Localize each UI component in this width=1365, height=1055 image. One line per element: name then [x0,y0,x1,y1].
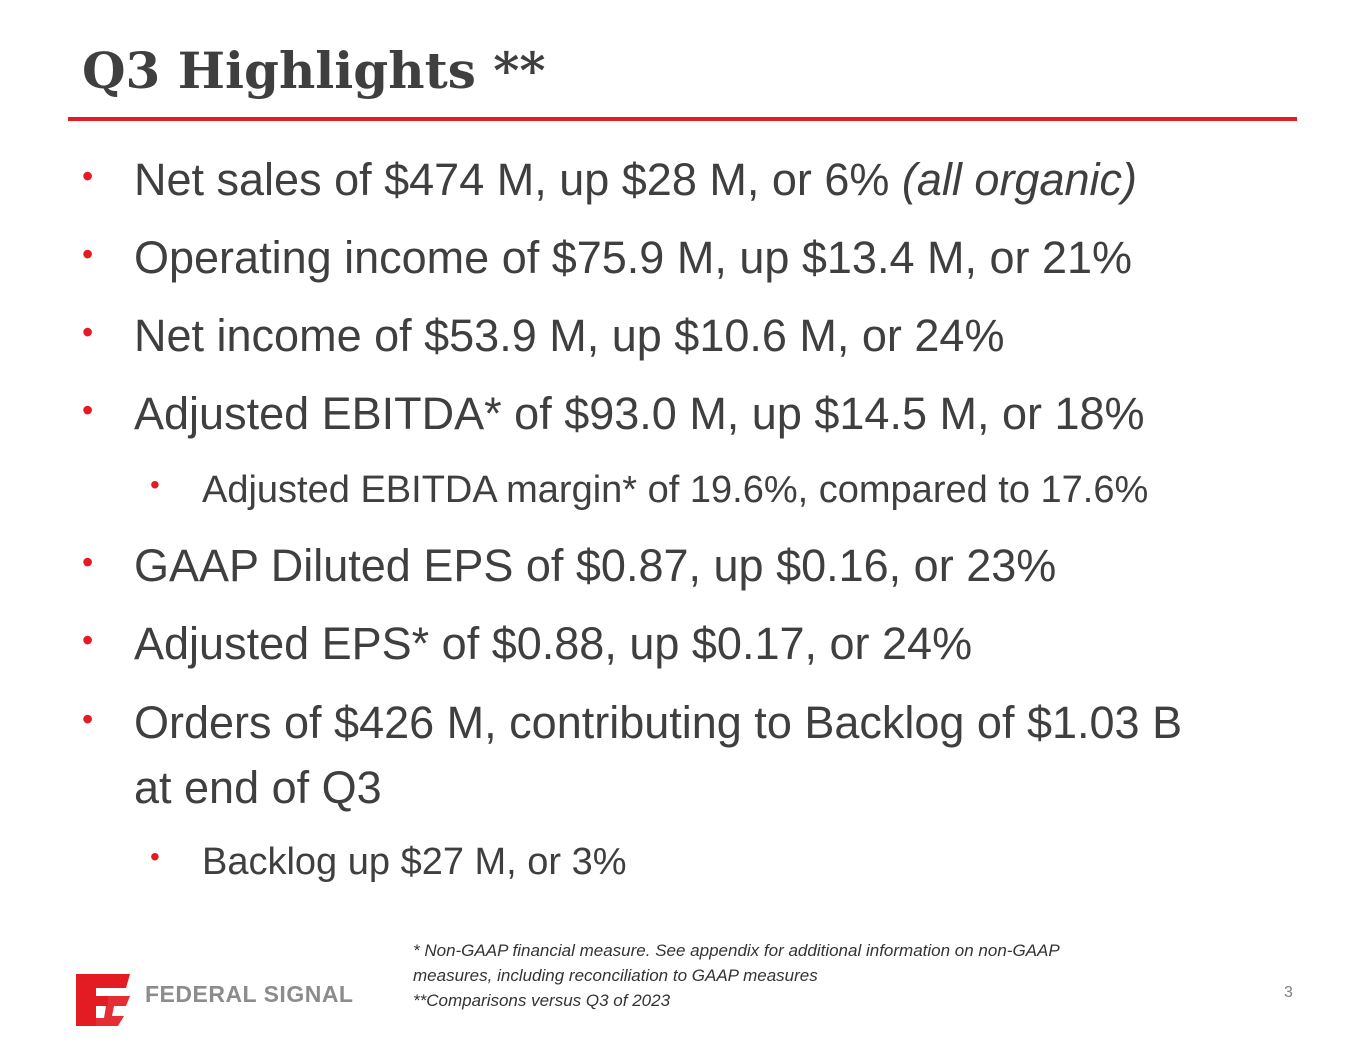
bullet-net-income: Net income of $53.9 M, up $10.6 M, or 24… [134,310,1005,361]
federal-signal-logo [68,972,358,1028]
title-underline [68,117,1297,121]
bullet-orders-line1: Orders of $426 M, contributing to Backlo… [134,697,1183,748]
page-number: 3 [1284,984,1293,1001]
bullet-marker: • [82,158,94,194]
page-title: Q3 Highlights ** [82,41,546,100]
bullet-orders-line2: at end of Q3 [134,762,382,813]
bullet-marker: • [82,622,94,658]
bullet-marker: • [82,236,94,272]
bullet-italic-note: (all organic) [901,154,1137,205]
bullet-adjusted-ebitda: Adjusted EBITDA* of $93.0 M, up $14.5 M,… [134,388,1145,439]
footnote-line: measures, including reconciliation to GA… [413,966,818,985]
sub-bullet-backlog: Backlog up $27 M, or 3% [202,841,627,883]
bullet-marker: • [82,392,94,428]
bullet-text: Net sales of $474 M, up $28 M, or 6% [134,154,902,205]
sub-bullet-marker: • [150,841,160,872]
fs-logo-mark-icon [76,974,130,1026]
sub-bullet-ebitda-margin: Adjusted EBITDA margin* of 19.6%, compar… [202,469,1149,511]
bullet-gaap-eps: GAAP Diluted EPS of $0.87, up $0.16, or … [134,540,1057,591]
bullet-marker: • [82,544,94,580]
footnote: * Non-GAAP financial measure. See append… [413,938,1060,1013]
footnote-line: * Non-GAAP financial measure. See append… [413,941,1060,960]
bullet-operating-income: Operating income of $75.9 M, up $13.4 M,… [134,232,1133,283]
sub-bullet-marker: • [150,469,160,500]
bullet-net-sales: Net sales of $474 M, up $28 M, or 6% (al… [134,148,1137,211]
bullet-adjusted-eps: Adjusted EPS* of $0.88, up $0.17, or 24% [134,618,973,669]
bullet-marker: • [82,314,94,350]
logo-wordmark: FEDERAL SIGNAL [145,981,354,1007]
footnote-line: **Comparisons versus Q3 of 2023 [413,991,671,1010]
bullet-marker: • [82,701,94,737]
